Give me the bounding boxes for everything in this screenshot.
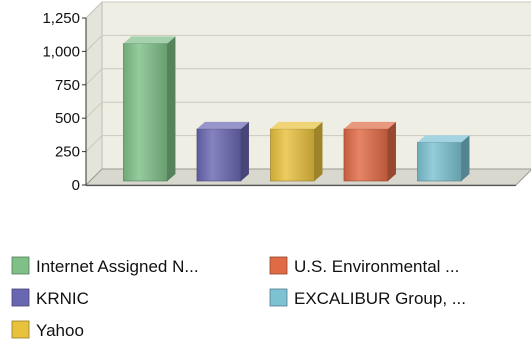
legend-swatch	[11, 256, 30, 275]
gridline	[85, 34, 531, 52]
bar-front[interactable]	[123, 43, 168, 182]
y-tick-label: 250	[55, 144, 80, 161]
bar-1[interactable]	[123, 36, 176, 182]
y-tick-label: 0	[72, 177, 80, 194]
bar-front[interactable]	[417, 141, 462, 182]
legend-label: EXCALIBUR Group, ...	[294, 289, 466, 308]
legend-label: U.S. Environmental ...	[294, 257, 459, 276]
bar-front[interactable]	[270, 128, 315, 182]
bar-side	[387, 121, 396, 181]
legend-swatch	[11, 288, 30, 307]
y-axis: 0 250 500 750 1,000 1,250	[42, 10, 87, 194]
bar-front[interactable]	[196, 128, 242, 182]
y-tick-label: 500	[55, 110, 80, 127]
legend-item[interactable]: U.S. Environmental ...	[269, 256, 459, 276]
bar-3[interactable]	[270, 121, 323, 182]
legend-item[interactable]: Yahoo	[11, 320, 84, 340]
bar-front[interactable]	[343, 128, 389, 182]
bars	[123, 36, 470, 182]
bar-top	[196, 121, 249, 129]
legend-item[interactable]: Internet Assigned N...	[11, 256, 199, 276]
legend-swatch	[269, 288, 288, 307]
bar-4[interactable]	[343, 121, 396, 182]
bar-side	[314, 121, 323, 181]
legend-item[interactable]: EXCALIBUR Group, ...	[269, 288, 466, 308]
gridline	[85, 101, 531, 119]
side-wall	[85, 0, 103, 187]
gridline	[85, 1, 531, 19]
bar-2[interactable]	[196, 121, 249, 182]
bar-top	[123, 36, 176, 44]
gridline	[85, 68, 531, 86]
bar-side	[461, 135, 470, 181]
bar-side	[167, 36, 176, 181]
legend-item[interactable]: KRNIC	[11, 288, 89, 308]
bar-top	[270, 121, 323, 129]
legend-label: Internet Assigned N...	[36, 257, 199, 276]
legend-label: Yahoo	[36, 321, 84, 339]
y-tick-label: 750	[55, 77, 80, 94]
y-tick-label: 1,250	[42, 10, 80, 27]
y-tick-label: 1,000	[42, 43, 80, 60]
legend-swatch	[269, 256, 288, 275]
legend-swatch	[11, 320, 30, 339]
bar-side	[240, 121, 249, 181]
legend[interactable]: Internet Assigned N... KRNIC Yahoo U.S. Env…	[11, 256, 466, 340]
bar-5[interactable]	[417, 135, 470, 182]
legend-label: KRNIC	[36, 289, 89, 308]
bar-top	[417, 135, 470, 143]
bar-top	[343, 121, 396, 129]
